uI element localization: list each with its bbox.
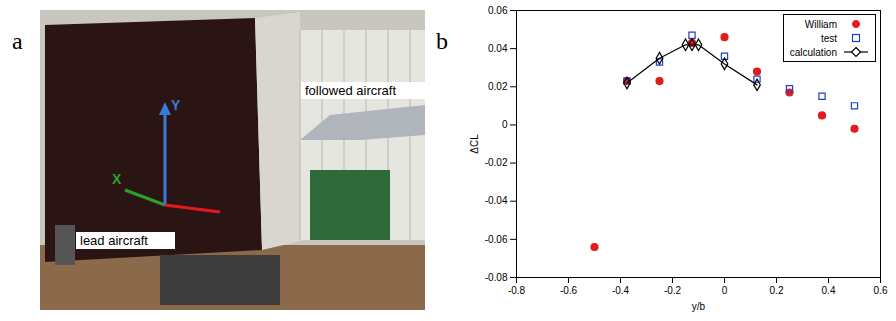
- svg-text:-0.04: -0.04: [485, 195, 508, 206]
- svg-text:0.06: 0.06: [488, 5, 508, 16]
- svg-text:-0.08: -0.08: [485, 272, 508, 283]
- svg-text:followed aircraft: followed aircraft: [305, 83, 396, 98]
- svg-text:-0.02: -0.02: [485, 157, 508, 168]
- svg-text:0: 0: [722, 285, 728, 296]
- html-text:test: test: [820, 32, 837, 44]
- svg-text:0: 0: [502, 119, 508, 130]
- svg-text:Y: Y: [171, 97, 181, 113]
- svg-text:lead aircraft: lead aircraft: [80, 233, 148, 248]
- html-text:a: a: [12, 28, 23, 54]
- html-text:b: b: [436, 28, 448, 54]
- svg-text:-0.6: -0.6: [560, 285, 578, 296]
- svg-text:-0.2: -0.2: [664, 285, 682, 296]
- html-text:calculation: calculation: [789, 46, 837, 58]
- svg-text:0.02: 0.02: [488, 81, 508, 92]
- svg-text:y/b: y/b: [692, 301, 706, 312]
- html-text:William: William: [804, 18, 837, 30]
- svg-text:ΔCL: ΔCL: [469, 134, 480, 154]
- svg-text:0.2: 0.2: [770, 285, 784, 296]
- svg-text:-0.8: -0.8: [508, 285, 526, 296]
- svg-text:0.6: 0.6: [874, 285, 888, 296]
- svg-text:0.4: 0.4: [822, 285, 836, 296]
- svg-text:-0.4: -0.4: [612, 285, 630, 296]
- svg-text:-0.06: -0.06: [485, 234, 508, 245]
- svg-text:0.04: 0.04: [488, 43, 508, 54]
- svg-text:X: X: [112, 171, 122, 187]
